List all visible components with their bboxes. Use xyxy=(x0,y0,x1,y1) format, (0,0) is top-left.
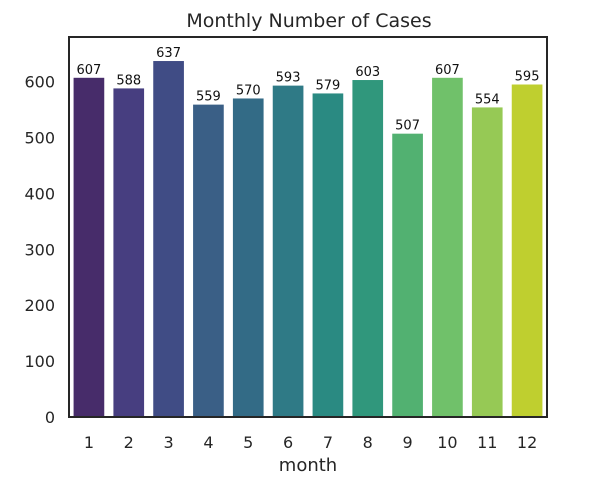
y-tick-label-600: 600 xyxy=(24,73,55,92)
data-label-month-12: 595 xyxy=(515,70,540,85)
x-tick-label-12: 12 xyxy=(517,433,537,452)
x-tick-label-9: 9 xyxy=(402,433,412,452)
bar-month-4 xyxy=(193,104,224,417)
bar-month-2 xyxy=(113,88,145,417)
data-label-month-11: 554 xyxy=(475,92,500,107)
data-labels-group: 607 588 637 559 570 593 579 603 507 607 554 595 xyxy=(77,46,540,134)
bar-month-6 xyxy=(272,85,304,417)
data-label-month-1: 607 xyxy=(77,63,102,78)
x-tick-label-1: 1 xyxy=(84,433,94,452)
data-label-month-8: 603 xyxy=(355,65,380,80)
x-tick-label-5: 5 xyxy=(243,433,253,452)
x-tick-label-11: 11 xyxy=(477,433,497,452)
bar-month-11 xyxy=(471,107,503,417)
x-tick-label-6: 6 xyxy=(283,433,293,452)
data-label-month-5: 570 xyxy=(236,83,261,98)
x-tick-label-3: 3 xyxy=(163,433,173,452)
data-label-month-7: 579 xyxy=(316,78,341,93)
data-label-month-3: 637 xyxy=(156,46,181,61)
y-tick-label-100: 100 xyxy=(24,352,55,371)
data-label-month-9: 507 xyxy=(395,119,420,134)
y-tick-label-200: 200 xyxy=(24,296,55,315)
x-axis-label: month xyxy=(279,455,337,476)
y-tick-label-400: 400 xyxy=(24,184,55,203)
bar-month-10 xyxy=(432,77,463,417)
bar-month-5 xyxy=(232,98,264,418)
y-tick-label-500: 500 xyxy=(24,129,55,148)
chart-title: Monthly Number of Cases xyxy=(186,10,431,32)
bar-month-3 xyxy=(153,61,184,417)
data-label-month-4: 559 xyxy=(196,90,221,105)
bar-month-7 xyxy=(312,93,344,418)
x-tick-label-7: 7 xyxy=(323,433,333,452)
x-tick-label-2: 2 xyxy=(124,433,134,452)
bar-month-1 xyxy=(73,77,105,417)
x-tick-label-4: 4 xyxy=(203,433,213,452)
plot-frame xyxy=(68,36,548,418)
x-axis: 1 2 3 4 5 6 7 8 9 10 11 12 xyxy=(84,433,537,452)
x-tick-label-8: 8 xyxy=(363,433,373,452)
bar-month-8 xyxy=(352,80,384,417)
y-tick-label-0: 0 xyxy=(45,408,55,427)
bar-month-9 xyxy=(392,133,423,418)
bar-month-12 xyxy=(511,84,543,417)
x-tick-label-10: 10 xyxy=(437,433,457,452)
bars-group xyxy=(73,61,543,418)
data-label-month-10: 607 xyxy=(435,63,460,78)
data-label-month-2: 588 xyxy=(116,73,141,88)
y-axis: 0 100 200 300 400 500 600 xyxy=(24,73,55,427)
y-tick-label-300: 300 xyxy=(24,240,55,259)
data-label-month-6: 593 xyxy=(276,71,301,86)
